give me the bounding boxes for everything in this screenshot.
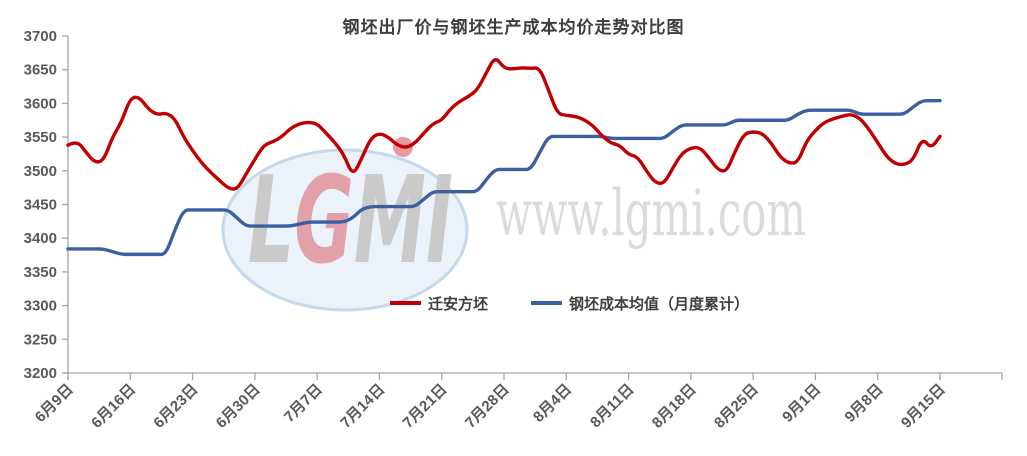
- x-tick-label: 8月25日: [711, 381, 762, 432]
- series-lines: [66, 58, 942, 257]
- x-tick-label: 7月21日: [400, 381, 451, 432]
- y-tick-label: 3300: [24, 298, 57, 315]
- series-line-0: [66, 58, 942, 191]
- x-tick-label: 9月15日: [898, 381, 949, 432]
- chart-title: 钢坯出厂价与钢坯生产成本均价走势对比图: [342, 18, 685, 37]
- x-tick-label: 7月28日: [462, 381, 513, 432]
- y-tick-label: 3550: [24, 129, 57, 146]
- y-tick-label: 3450: [24, 197, 57, 214]
- x-tick-label: 8月4日: [530, 381, 575, 426]
- x-tick-label: 9月1日: [779, 381, 824, 426]
- x-tick-label: 8月18日: [649, 381, 700, 432]
- y-tick-label: 3700: [24, 28, 57, 45]
- x-tick-label: 7月14日: [337, 381, 388, 432]
- lgmi-logo-ellipse: [221, 148, 469, 312]
- watermark-url: www.lgmi.com: [496, 177, 806, 251]
- y-tick-label: 3500: [24, 163, 57, 180]
- x-tick-label: 6月30日: [213, 381, 264, 432]
- x-tick-label: 9月8日: [842, 381, 887, 426]
- series-line-1: [66, 99, 942, 257]
- x-tick-label: 8月11日: [587, 381, 637, 431]
- y-tick-label: 3350: [24, 264, 57, 281]
- y-tick-label: 3250: [24, 331, 57, 348]
- y-tick-label: 3200: [24, 365, 57, 382]
- x-tick-label: 6月9日: [32, 381, 77, 426]
- x-tick-label: 7月7日: [281, 381, 326, 426]
- y-tick-label: 3400: [24, 230, 57, 247]
- y-tick-label: 3650: [24, 62, 57, 79]
- x-tick-label: 6月16日: [88, 381, 139, 432]
- lgmi-logo-text: LGMI: [248, 152, 453, 291]
- legend: 迁安方坯 钢坯成本均值（月度累计）: [390, 295, 749, 313]
- y-tick-label: 3600: [24, 95, 57, 112]
- legend-label-cost-average: 钢坯成本均值（月度累计）: [569, 295, 749, 313]
- x-tick-label: 6月23日: [150, 381, 201, 432]
- legend-label-qianan: 迁安方坯: [428, 295, 488, 313]
